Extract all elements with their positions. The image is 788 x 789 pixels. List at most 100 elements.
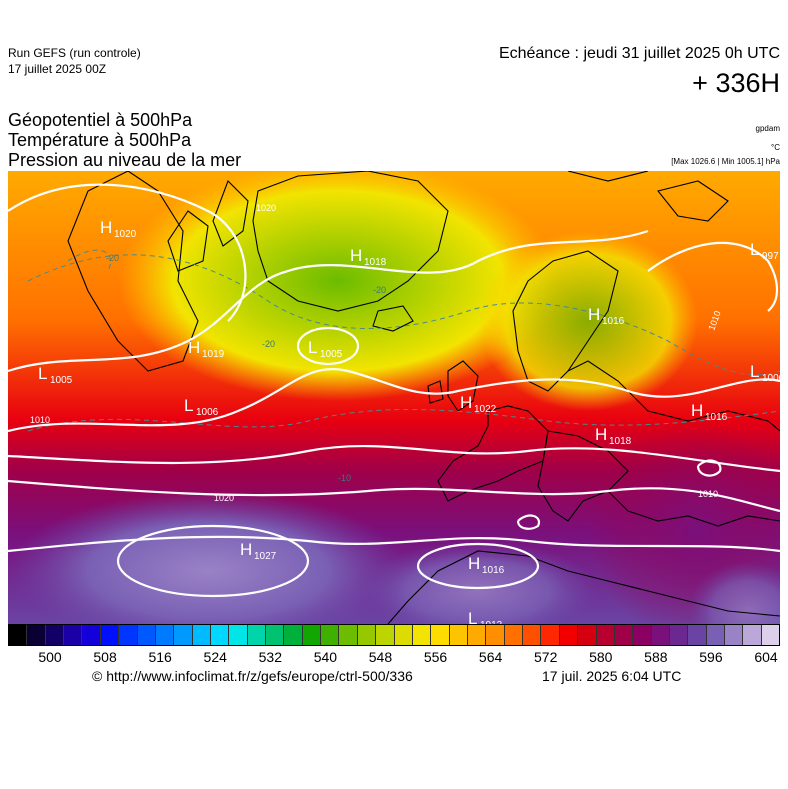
colorbar-tick-label: 508 xyxy=(93,649,117,665)
colorbar-swatch xyxy=(394,625,413,645)
colorbar-swatch xyxy=(578,625,597,645)
colorbar-tick-label: 524 xyxy=(203,649,227,665)
svg-text:1018: 1018 xyxy=(364,257,387,268)
low-label: L xyxy=(750,362,759,381)
colorbar-swatch xyxy=(174,625,193,645)
colorbar-swatch xyxy=(210,625,230,645)
low-label: L xyxy=(468,609,477,624)
colorbar-swatch xyxy=(743,625,762,645)
isobar-label: 1010 xyxy=(30,415,50,425)
colorbar-swatch xyxy=(119,625,138,645)
high-label: H xyxy=(188,338,200,357)
colorbar-tick-label: 604 xyxy=(754,649,778,665)
colorbar-swatch xyxy=(45,625,65,645)
svg-text:1006: 1006 xyxy=(196,407,219,418)
isobar-label: 1020 xyxy=(256,203,276,213)
high-label: H xyxy=(588,305,600,324)
colorbar-swatch xyxy=(669,625,689,645)
low-label: L xyxy=(38,364,47,383)
colorbar-swatch xyxy=(302,625,322,645)
isotherm-label: -20 xyxy=(106,253,119,263)
colorbar-tick-label: 580 xyxy=(589,649,613,665)
footer-url: © http://www.infoclimat.fr/z/gefs/europe… xyxy=(92,668,413,684)
colorbar-swatch xyxy=(467,625,487,645)
colorbar-swatch xyxy=(559,625,579,645)
colorbar-ticks: 500 508 516 524 532 540 548 556 564 572 580 588 596 6… xyxy=(8,649,780,667)
svg-text:1013: 1013 xyxy=(480,620,503,624)
svg-text:1018: 1018 xyxy=(609,436,632,447)
colorbar-swatch xyxy=(155,625,175,645)
colorbar-swatch xyxy=(486,625,505,645)
colorbar-swatch xyxy=(82,625,101,645)
colorbar-swatch xyxy=(761,625,780,645)
svg-text:1016: 1016 xyxy=(482,565,505,576)
svg-text:1016: 1016 xyxy=(602,316,625,327)
colorbar-swatch xyxy=(137,625,156,645)
colorbar-swatch xyxy=(541,625,560,645)
colorbar-swatch xyxy=(449,625,468,645)
high-label: H xyxy=(468,554,480,573)
colorbar-swatch xyxy=(321,625,340,645)
temperature-field xyxy=(8,171,780,624)
high-label: H xyxy=(460,393,472,412)
colorbar-swatch xyxy=(100,625,120,645)
high-label: H xyxy=(240,540,252,559)
temperature-isotherms xyxy=(27,249,780,432)
svg-text:1016: 1016 xyxy=(705,412,728,423)
high-label: H xyxy=(100,218,112,237)
colorbar-tick-label: 532 xyxy=(258,649,282,665)
pressure-labels: H 1020 H 1019 H 1027 H 1022 H 1018 H 101… xyxy=(30,203,780,624)
colorbar-tick-label: 572 xyxy=(534,649,558,665)
svg-text:1020: 1020 xyxy=(114,229,137,240)
isobar-label: 1010 xyxy=(698,489,718,499)
isotherm-label: -10 xyxy=(338,473,351,483)
colorbar-swatch xyxy=(688,625,707,645)
coastlines xyxy=(67,171,780,624)
svg-text:1027: 1027 xyxy=(254,551,277,562)
colorbar-tick-label: 556 xyxy=(423,649,448,665)
colorbar-swatch xyxy=(339,625,358,645)
footer-timestamp: 17 juil. 2025 6:04 UTC xyxy=(542,668,682,684)
colorbar-swatch xyxy=(266,625,285,645)
colorbar-tick-label: 500 xyxy=(38,649,62,665)
colorbar-swatch xyxy=(596,625,615,645)
colorbar-swatch xyxy=(229,625,248,645)
colorbar-tick-label: 596 xyxy=(699,649,723,665)
run-date: 17 juillet 2025 00Z xyxy=(8,62,107,76)
high-label: H xyxy=(595,425,607,444)
colorbar-swatch xyxy=(706,625,726,645)
colorbar-swatch xyxy=(9,625,28,645)
unit-temperature: °C xyxy=(771,143,780,152)
lead-time: + 336H xyxy=(692,68,780,98)
weather-map: H 1020 H 1019 H 1027 H 1022 H 1018 H 101… xyxy=(8,171,780,624)
colorbar-swatch xyxy=(633,625,652,645)
colorbar-tick-label: 564 xyxy=(478,649,503,665)
low-label: L xyxy=(750,240,759,259)
colorbar-swatch xyxy=(504,625,524,645)
high-label: H xyxy=(691,401,703,420)
colorbar-swatch xyxy=(64,625,83,645)
unit-geopotential: gpdam xyxy=(755,124,780,133)
title-pressure: Pression au niveau de la mer xyxy=(8,150,242,170)
colorbar-swatch xyxy=(192,625,211,645)
title-geopotential: Géopotentiel à 500hPa xyxy=(8,110,193,130)
colorbar-swatch xyxy=(27,625,46,645)
colorbar-swatch xyxy=(247,625,267,645)
colorbar-tick-label: 516 xyxy=(148,649,172,665)
svg-text:1019: 1019 xyxy=(202,349,225,360)
svg-text:1005: 1005 xyxy=(320,349,343,360)
svg-text:1022: 1022 xyxy=(474,404,497,415)
valid-time: Echéance : jeudi 31 juillet 2025 0h UTC xyxy=(498,45,780,62)
high-label: H xyxy=(350,246,362,265)
svg-text:1006: 1006 xyxy=(762,373,780,384)
title-temperature: Température à 500hPa xyxy=(8,130,192,150)
geopotential-contours xyxy=(8,183,780,598)
colorbar-swatch xyxy=(284,625,303,645)
isotherm-label: -20 xyxy=(373,285,386,295)
svg-text:1005: 1005 xyxy=(50,375,73,386)
colorbar-tick-label: 540 xyxy=(313,649,338,665)
colorbar-tick-label: 588 xyxy=(644,649,668,665)
run-name: Run GEFS (run controle) xyxy=(8,46,141,60)
isotherm-label: -20 xyxy=(262,339,275,349)
low-label: L xyxy=(184,396,193,415)
